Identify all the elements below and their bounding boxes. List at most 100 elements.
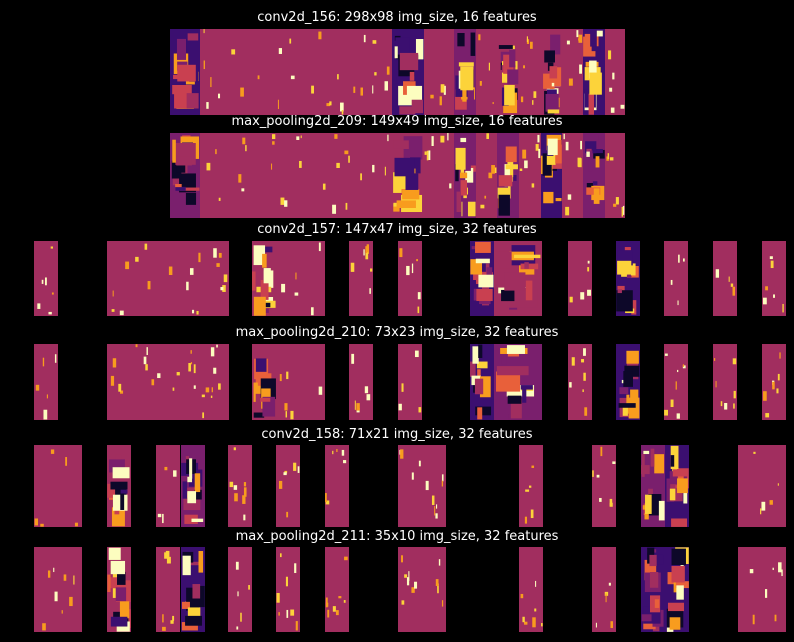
activation-blob [179, 187, 200, 191]
activation-blob [184, 514, 198, 524]
activation-blob [436, 504, 438, 509]
activation-blob [364, 386, 369, 394]
activation-blob [769, 500, 773, 505]
activation-blob [610, 621, 613, 629]
activation-blob [370, 268, 373, 272]
activation-blob [187, 491, 197, 504]
feature-map [276, 547, 300, 632]
activation-blob [54, 591, 58, 602]
feature-map [296, 29, 344, 115]
activation-blob [498, 45, 513, 49]
activation-blob [677, 300, 679, 306]
activation-blob [393, 140, 409, 149]
activation-blob [218, 197, 221, 201]
activation-blob [455, 89, 467, 110]
activation-blob [715, 269, 720, 278]
activation-blob [669, 617, 681, 630]
activation-blob [360, 173, 362, 181]
activation-blob [47, 570, 51, 578]
activation-blob [580, 292, 585, 300]
activation-blob [770, 260, 774, 269]
activation-blob [778, 562, 782, 573]
activation-blob [336, 162, 340, 168]
activation-blob [619, 387, 629, 395]
activation-blob [762, 297, 767, 305]
feature-map [592, 547, 616, 632]
activation-blob [586, 183, 594, 192]
activation-blob [465, 167, 474, 183]
activation-blob [117, 571, 126, 585]
activation-blob [437, 583, 439, 594]
activation-blob [777, 373, 780, 381]
activation-blob [730, 283, 734, 287]
activation-blob [644, 559, 657, 581]
activation-blob [415, 39, 424, 60]
activation-blob [478, 274, 494, 288]
activation-blob [170, 620, 174, 624]
activation-blob [650, 448, 655, 467]
activation-blob [459, 172, 468, 179]
activation-blob [42, 623, 46, 631]
feature-map [344, 29, 392, 115]
activation-blob [664, 409, 669, 416]
activation-blob [190, 350, 192, 354]
activation-blob [401, 383, 404, 392]
activation-blob [120, 489, 128, 494]
activation-blob [435, 579, 439, 587]
activation-blob [192, 584, 201, 599]
layer-title: max_pooling2d_210: 73x23 img_size, 32 fe… [236, 325, 559, 340]
activation-blob [760, 508, 762, 515]
activation-blob [236, 626, 239, 630]
activation-blob [186, 281, 189, 291]
activation-blob [435, 513, 438, 519]
activation-blob [218, 252, 222, 258]
activation-blob [223, 274, 228, 283]
activation-blob [654, 454, 665, 474]
activation-blob [530, 509, 534, 519]
activation-blob [218, 383, 221, 390]
activation-blob [546, 89, 557, 98]
feature-map [276, 241, 325, 316]
activation-blob [406, 577, 410, 586]
feature-panels [34, 547, 786, 632]
activation-blob [612, 72, 615, 80]
activation-blob [281, 283, 286, 293]
activation-blob [176, 372, 180, 376]
activation-blob [340, 102, 344, 112]
activation-blob [615, 197, 619, 205]
activation-blob [345, 202, 348, 210]
activation-blob [520, 263, 539, 270]
activation-blob [607, 153, 610, 160]
activation-blob [386, 66, 390, 75]
activation-blob [430, 94, 434, 99]
activation-blob [114, 510, 120, 515]
activation-blob [443, 85, 446, 95]
activation-blob [112, 290, 114, 297]
activation-blob [157, 513, 162, 518]
activation-blob [394, 46, 398, 59]
activation-blob [343, 600, 346, 603]
activation-blob [440, 84, 445, 93]
activation-blob [626, 274, 633, 279]
activation-blob [110, 375, 115, 386]
activation-blob [73, 575, 75, 585]
activation-blob [569, 296, 573, 303]
activation-blob [238, 174, 242, 183]
activation-blob [399, 52, 419, 71]
activation-blob [664, 353, 668, 356]
activation-blob [286, 371, 289, 380]
activation-blob [455, 164, 459, 182]
activation-blob [649, 554, 657, 567]
activation-blob [670, 445, 679, 470]
activation-blob [576, 30, 579, 38]
activation-blob [253, 296, 266, 316]
activation-blob [201, 394, 205, 398]
activation-blob [65, 457, 68, 466]
activation-blob [110, 560, 126, 575]
activation-blob [618, 403, 636, 408]
activation-blob [496, 366, 529, 376]
activation-blob [476, 289, 493, 302]
activation-blob [332, 450, 334, 455]
feature-map [605, 29, 625, 115]
activation-blob [42, 357, 45, 367]
